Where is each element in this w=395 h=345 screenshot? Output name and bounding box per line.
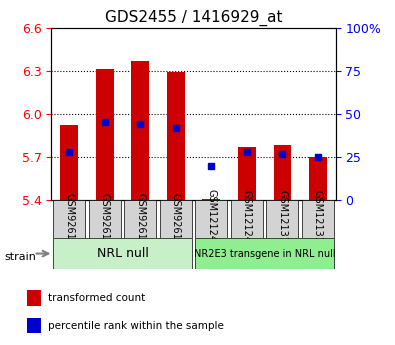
Text: GSM121249: GSM121249 (242, 189, 252, 249)
Text: NRL null: NRL null (96, 247, 149, 260)
FancyBboxPatch shape (266, 200, 299, 238)
Text: strain: strain (4, 252, 36, 262)
FancyBboxPatch shape (53, 238, 192, 269)
Text: GSM92611: GSM92611 (100, 193, 110, 246)
FancyBboxPatch shape (88, 200, 121, 238)
Bar (27, 290, 41, 306)
FancyBboxPatch shape (195, 200, 228, 238)
FancyBboxPatch shape (53, 200, 85, 238)
Bar (274, 146, 292, 200)
Text: transformed count: transformed count (48, 293, 145, 303)
Text: GSM121315: GSM121315 (277, 189, 288, 249)
FancyBboxPatch shape (195, 238, 334, 269)
Text: percentile rank within the sample: percentile rank within the sample (48, 321, 224, 331)
Bar (131, 61, 149, 200)
FancyBboxPatch shape (124, 200, 156, 238)
Text: NR2E3 transgene in NRL null: NR2E3 transgene in NRL null (194, 249, 335, 258)
FancyBboxPatch shape (231, 200, 263, 238)
Title: GDS2455 / 1416929_at: GDS2455 / 1416929_at (105, 10, 282, 26)
Bar (60, 125, 78, 200)
FancyBboxPatch shape (302, 200, 334, 238)
FancyBboxPatch shape (160, 200, 192, 238)
Text: GSM121316: GSM121316 (313, 189, 323, 249)
Bar (96, 69, 114, 200)
Text: GSM92612: GSM92612 (135, 193, 145, 246)
Text: GSM92610: GSM92610 (64, 193, 74, 246)
Text: GSM121242: GSM121242 (206, 189, 216, 249)
Bar (309, 157, 327, 200)
Bar (167, 72, 184, 200)
Bar (202, 199, 220, 200)
Text: GSM92613: GSM92613 (171, 193, 181, 246)
Bar (238, 147, 256, 200)
Bar (27, 318, 41, 334)
